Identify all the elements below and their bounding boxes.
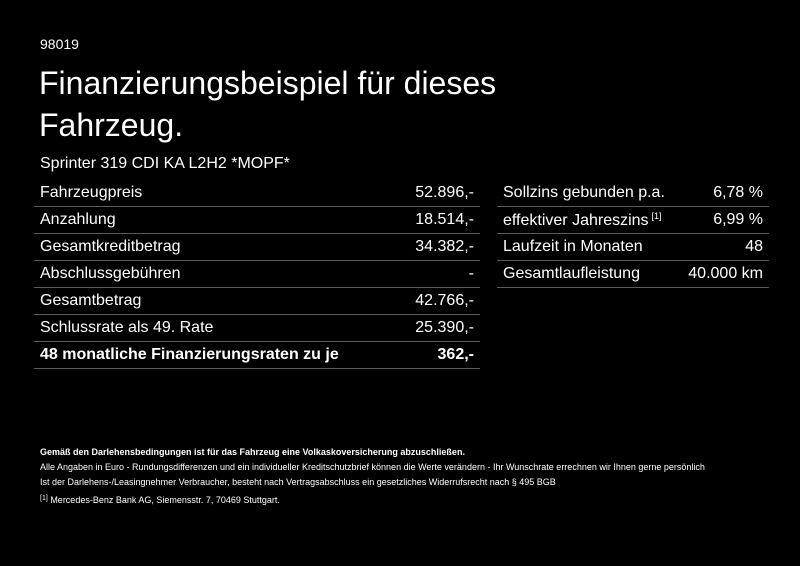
table-row: 48 monatliche Finanzierungsraten zu je 36… xyxy=(34,342,480,369)
row-value: 48 xyxy=(745,238,763,255)
table-row: Abschlussgebühren - xyxy=(34,261,480,288)
row-value: 34.382,- xyxy=(415,238,474,255)
table-row: effektiver Jahreszins [1] 6,99 % xyxy=(497,207,769,234)
footnote-text: Mercedes-Benz Bank AG, Siemensstr. 7, 70… xyxy=(50,495,280,505)
row-value: 6,78 % xyxy=(713,184,763,201)
table-row: Anzahlung 18.514,- xyxy=(34,207,480,234)
table-row: Gesamtbetrag 42.766,- xyxy=(34,288,480,315)
row-label: Fahrzeugpreis xyxy=(40,184,142,202)
table-row: Laufzeit in Monaten 48 xyxy=(497,234,769,261)
row-label: Laufzeit in Monaten xyxy=(503,238,643,256)
vehicle: Sprinter 319 CDI KA L2H2 *MOPF* xyxy=(40,155,290,172)
row-value: 18.514,- xyxy=(415,211,474,228)
table-row: Schlussrate als 49. Rate 25.390,- xyxy=(34,315,480,342)
row-value: 6,99 % xyxy=(713,211,763,228)
row-label: Sollzins gebunden p.a. xyxy=(503,184,665,202)
title: Finanzierungsbeispiel für dieses Fahrzeu… xyxy=(39,62,496,146)
footer-note: Ist der Darlehens-/Leasingnehmer Verbrau… xyxy=(40,477,556,487)
row-value: - xyxy=(468,265,474,282)
row-label: Gesamtkreditbetrag xyxy=(40,238,181,256)
row-label: Abschlussgebühren xyxy=(40,265,181,283)
footer-note: Alle Angaben in Euro - Rundungsdifferenz… xyxy=(40,462,705,472)
code: 98019 xyxy=(40,36,79,52)
left-table: Fahrzeugpreis 52.896,- Anzahlung 18.514,- Ge… xyxy=(34,180,480,369)
row-label: effektiver Jahreszins [1] xyxy=(503,211,662,230)
label-text: Fahrzeugpreis xyxy=(40,184,143,201)
row-label: Gesamtlaufleistung xyxy=(503,265,640,283)
table-row: Sollzins gebunden p.a. 6,78 % xyxy=(497,180,769,207)
row-value: 42.766,- xyxy=(415,292,474,309)
table-row: Gesamtkreditbetrag 34.382,- xyxy=(34,234,480,261)
row-value: 40.000 km xyxy=(688,265,763,282)
row-label: 48 monatliche Finanzierungsraten zu je xyxy=(40,346,339,364)
footnote-marker: [1] xyxy=(651,211,662,221)
row-label: Anzahlung xyxy=(40,211,116,229)
row-label: Schlussrate als 49. Rate xyxy=(40,319,213,337)
table-row: Fahrzeugpreis 52.896,- xyxy=(34,180,480,207)
label-text: 48 monatliche Finanzierungsraten zu je xyxy=(40,346,339,363)
label-text: Gesamtlaufleistung xyxy=(503,265,640,282)
title-line: Fahrzeug. xyxy=(39,107,184,143)
footnote: [1] Mercedes-Benz Bank AG, Siemensstr. 7… xyxy=(40,495,280,505)
footer-bold-note: Gemäß den Darlehensbedingungen ist für d… xyxy=(40,447,465,457)
table-row: Gesamtlaufleistung 40.000 km xyxy=(497,261,769,288)
row-value: 25.390,- xyxy=(415,319,474,336)
label-text: Sollzins gebunden p.a. xyxy=(503,184,665,201)
right-table: Sollzins gebunden p.a. 6,78 % effektiver J… xyxy=(497,180,769,288)
row-value: 362,- xyxy=(437,346,474,363)
footnote-marker: [1] xyxy=(40,495,48,502)
label-text: Anzahlung xyxy=(40,211,116,228)
label-text: Schlussrate als 49. Rate xyxy=(40,319,214,336)
label-text: Gesamtbetrag xyxy=(40,292,142,309)
title-line: Finanzierungsbeispiel für dieses xyxy=(39,65,497,101)
label-text: Gesamtkreditbetrag xyxy=(40,238,181,255)
label-text: effektiver Jahreszins xyxy=(503,212,649,229)
row-value: 52.896,- xyxy=(415,184,474,201)
label-text: Abschlussgebühren xyxy=(40,265,181,282)
label-text: Laufzeit in Monaten xyxy=(503,238,643,255)
row-label: Gesamtbetrag xyxy=(40,292,141,310)
